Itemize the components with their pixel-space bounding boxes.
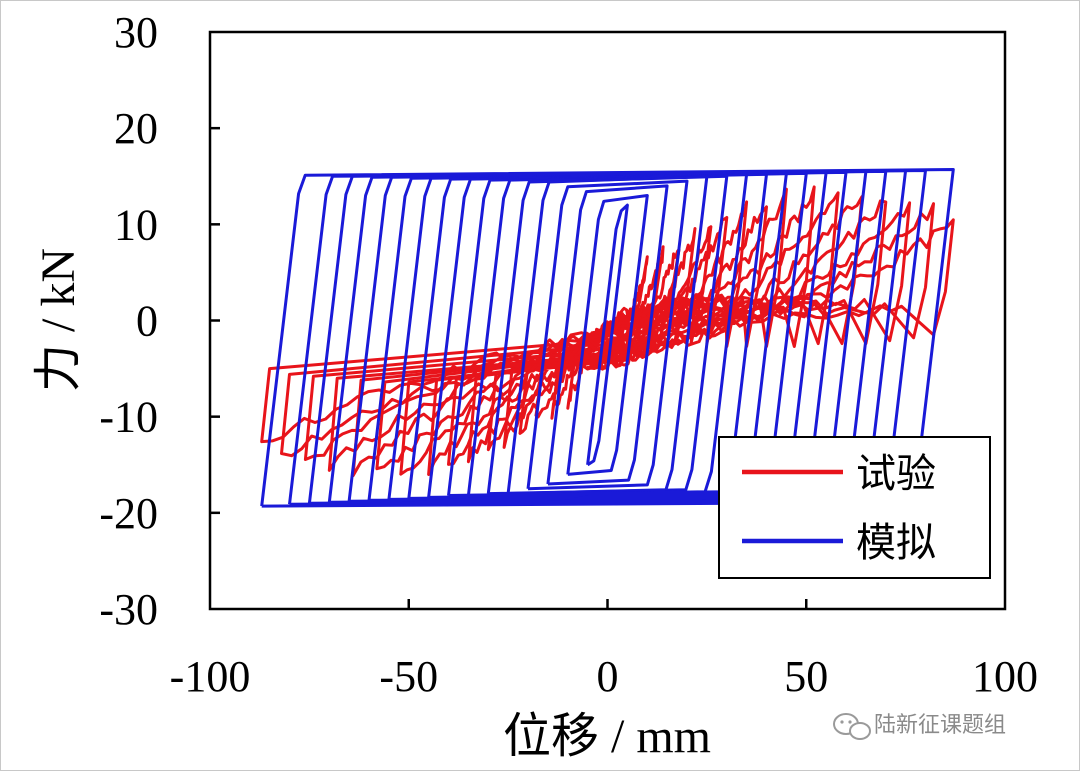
wechat-icon <box>833 713 871 740</box>
x-tick-label: -50 <box>379 652 438 701</box>
y-tick-label: -30 <box>99 585 158 634</box>
x-tick-label: 0 <box>597 652 619 701</box>
legend-box <box>718 436 991 579</box>
y-tick-label: -10 <box>99 393 158 442</box>
legend-label-experiment: 试验 <box>856 451 936 497</box>
y-tick-label: 30 <box>114 8 158 57</box>
y-tick-label: 0 <box>136 297 158 346</box>
simulation-loop <box>586 203 629 467</box>
y-tick-label: 20 <box>114 104 158 153</box>
x-tick-label: 50 <box>784 652 828 701</box>
legend-label-simulation: 模拟 <box>856 520 936 566</box>
watermark-text: 陆新征课题组 <box>874 713 1006 738</box>
y-tick-label: 10 <box>114 200 158 249</box>
experiment-loop <box>260 218 955 444</box>
y-tick-label: -20 <box>99 489 158 538</box>
watermark: 陆新征课题组 <box>833 713 1006 740</box>
simulation-loop <box>526 179 689 491</box>
legend: 试验 模拟 <box>718 436 991 579</box>
simulation-loop <box>546 184 669 486</box>
x-axis-title: 位移 / mm <box>503 710 711 763</box>
x-tick-label: -100 <box>170 652 251 701</box>
y-axis-title: 力 / kN <box>32 248 85 392</box>
experiment-loop <box>351 195 864 478</box>
simulation-loop <box>566 194 649 476</box>
x-tick-label: 100 <box>972 652 1038 701</box>
